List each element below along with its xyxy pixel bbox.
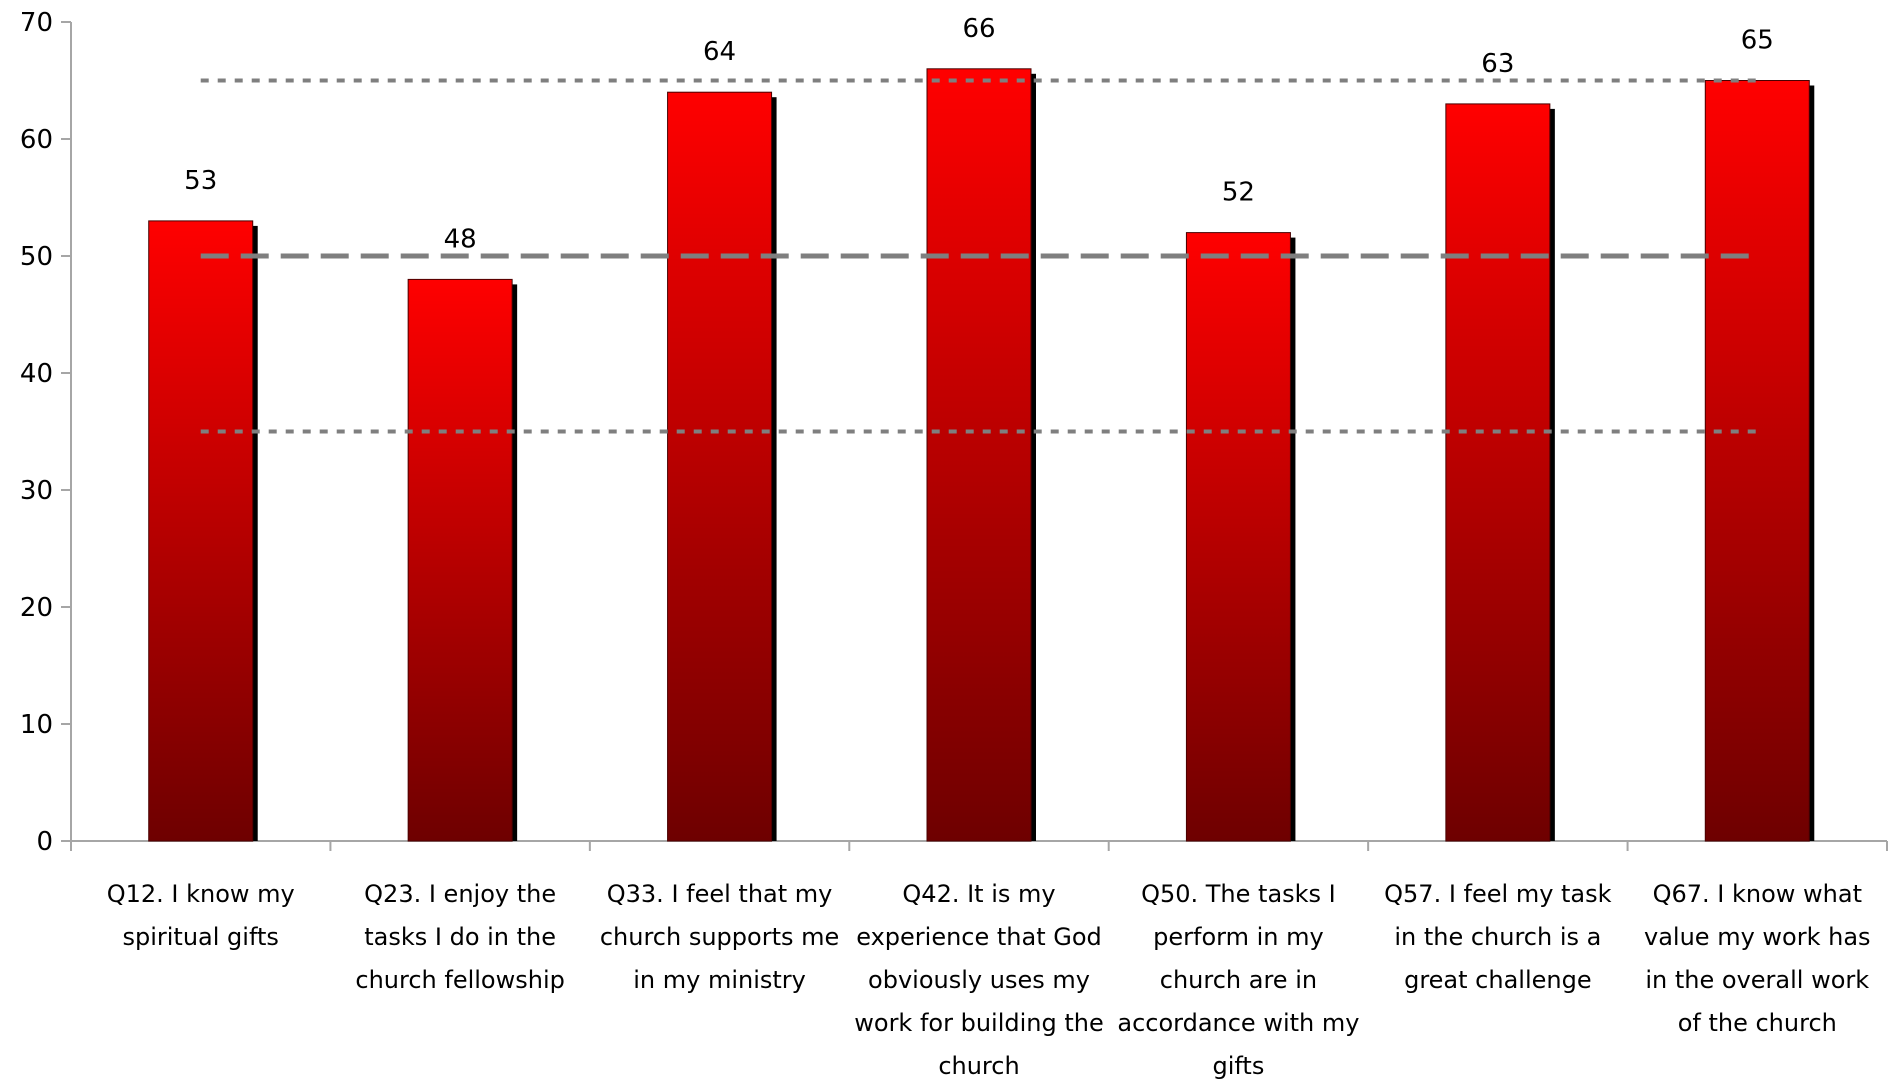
bar-value-label: 66 <box>962 14 995 44</box>
bar-value-label: 65 <box>1741 26 1774 56</box>
x-category-label: Q12. I know my spiritual gifts <box>106 880 295 951</box>
y-tick-label: 10 <box>20 710 53 740</box>
x-category-label: Q33. I feel that my church supports me i… <box>599 880 840 994</box>
bar <box>407 278 513 842</box>
bar <box>667 91 773 842</box>
x-category-label: Q23. I enjoy the tasks I do in the churc… <box>355 880 565 994</box>
bar <box>1185 232 1291 842</box>
bar-value-label: 64 <box>703 37 736 67</box>
bar <box>1704 80 1810 842</box>
data-labels: 53 48 64 66 52 63 65 <box>184 14 1774 255</box>
x-category-label: Q57. I feel my task in the church is a g… <box>1384 880 1612 994</box>
y-tick-label: 70 <box>20 8 53 38</box>
axes: 0 10 20 30 40 50 60 70 <box>20 8 1888 857</box>
bar <box>1445 103 1551 842</box>
y-tick-label: 50 <box>20 242 53 272</box>
y-tick-label: 30 <box>20 476 53 506</box>
bars <box>148 68 1815 842</box>
bar-value-label: 48 <box>444 224 477 254</box>
y-tick-label: 60 <box>20 125 53 155</box>
x-category-label: Q67. I know what value my work has in th… <box>1644 880 1871 1037</box>
bar-value-label: 63 <box>1481 49 1514 79</box>
y-tick-label: 20 <box>20 593 53 623</box>
y-tick-label: 0 <box>36 827 53 857</box>
bar <box>926 68 1032 842</box>
reference-lines <box>200 78 1758 434</box>
bar <box>148 220 254 842</box>
y-tick-label: 40 <box>20 359 53 389</box>
x-category-label: Q42. It is my experience that God obviou… <box>854 880 1104 1080</box>
bar-value-label: 52 <box>1222 178 1255 208</box>
x-category-label: Q50. The tasks I perform in my church ar… <box>1117 880 1360 1080</box>
bar-value-label: 53 <box>184 166 217 196</box>
